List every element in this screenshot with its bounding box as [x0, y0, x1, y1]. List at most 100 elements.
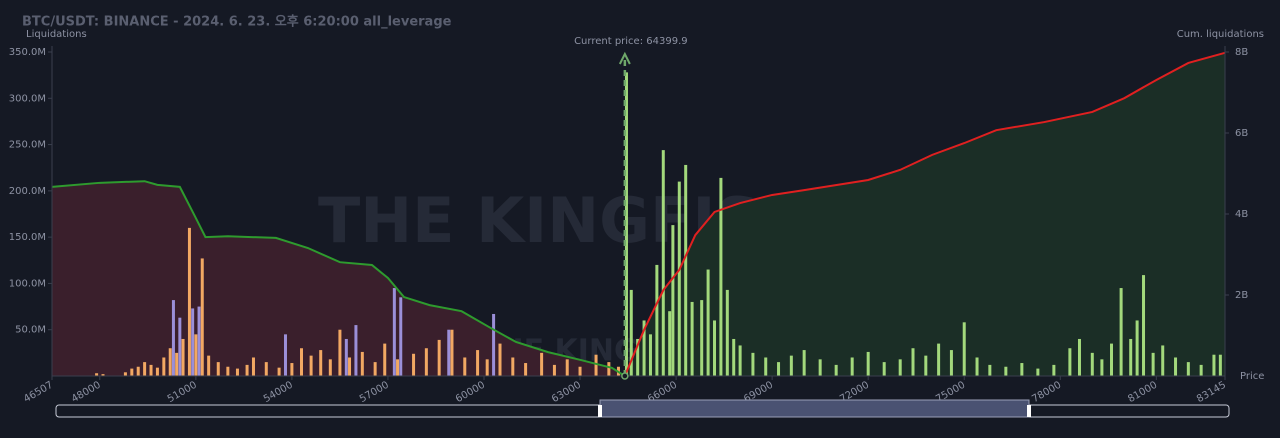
- bar: [181, 338, 185, 376]
- bar: [1004, 366, 1008, 376]
- bar: [732, 338, 736, 376]
- bar: [524, 363, 528, 376]
- bar: [348, 357, 352, 376]
- bar: [706, 269, 710, 376]
- bar: [178, 317, 182, 376]
- bar: [216, 362, 220, 376]
- bar: [1161, 345, 1165, 376]
- bar: [392, 288, 396, 376]
- bar: [636, 338, 640, 376]
- bar: [924, 355, 928, 376]
- bar: [655, 264, 659, 376]
- bar: [396, 359, 400, 376]
- bar: [700, 300, 704, 376]
- bar: [725, 289, 729, 376]
- bar: [668, 311, 672, 376]
- bar: [1218, 354, 1222, 376]
- x-tick-label: 81000: [1126, 380, 1159, 405]
- bar: [344, 338, 348, 376]
- bar: [818, 359, 822, 376]
- bar: [226, 366, 230, 376]
- bar: [450, 329, 454, 376]
- bar: [251, 357, 255, 376]
- x-tick-label: 60000: [454, 380, 487, 405]
- cum-area: [52, 181, 625, 376]
- bar: [661, 150, 665, 376]
- y2-tick-label: 8B: [1235, 47, 1248, 58]
- bar: [123, 372, 127, 376]
- bar: [975, 357, 979, 376]
- bar: [713, 320, 717, 376]
- scroll-handle[interactable]: [598, 405, 602, 417]
- y-tick-label: 300.0M: [9, 93, 46, 104]
- cum-area: [624, 52, 1225, 377]
- bar: [764, 357, 768, 376]
- current-price-label: Current price: 64399.9: [574, 36, 688, 47]
- bar: [485, 359, 489, 376]
- bar: [136, 366, 140, 376]
- bar: [1100, 359, 1104, 376]
- x-tick-label: 48000: [70, 380, 103, 405]
- y-tick-label: 100.0M: [9, 278, 46, 289]
- x-axis-label: Price: [1240, 371, 1264, 382]
- bar: [1077, 338, 1081, 376]
- x-tick-label: 57000: [358, 380, 391, 405]
- bar: [671, 225, 675, 376]
- bar: [1110, 343, 1114, 376]
- y-tick-label: 150.0M: [9, 232, 46, 243]
- bar: [319, 350, 323, 376]
- bar: [850, 357, 854, 376]
- scroll-handle[interactable]: [1027, 405, 1031, 417]
- bar: [373, 362, 377, 376]
- bar: [338, 329, 342, 376]
- bar: [447, 329, 451, 376]
- bar: [719, 177, 723, 376]
- bar: [235, 368, 239, 376]
- bar: [1151, 352, 1155, 376]
- bar: [738, 345, 742, 376]
- bar: [1186, 362, 1190, 376]
- y-tick-label: 250.0M: [9, 140, 46, 151]
- bar: [882, 362, 886, 376]
- bar: [642, 320, 646, 376]
- bar: [309, 355, 313, 376]
- bar: [149, 364, 153, 376]
- bar: [684, 164, 688, 376]
- bar: [1199, 364, 1203, 376]
- x-tick-label: 63000: [550, 380, 583, 405]
- bar: [412, 353, 416, 376]
- bar: [130, 368, 134, 376]
- bar: [175, 352, 179, 376]
- y2-axis-label: Cum. liquidations: [1177, 29, 1264, 40]
- bar: [328, 359, 332, 376]
- bar: [264, 362, 268, 376]
- bar: [690, 301, 694, 376]
- bar: [492, 313, 496, 376]
- y2-tick-label: 2B: [1235, 290, 1248, 301]
- bar: [476, 350, 480, 376]
- bar: [898, 359, 902, 376]
- x-tick-label: 78000: [1030, 380, 1063, 405]
- bar: [155, 367, 159, 376]
- bar: [540, 352, 544, 376]
- bar: [171, 300, 175, 376]
- scroll-window[interactable]: [599, 399, 1030, 418]
- bar: [360, 351, 364, 376]
- y-tick-label: 50.0M: [15, 325, 46, 336]
- bar: [290, 363, 294, 376]
- x-tick-label: 54000: [262, 380, 295, 405]
- bar: [168, 348, 172, 376]
- bar: [197, 306, 201, 376]
- bar: [677, 181, 681, 376]
- bar: [578, 366, 582, 376]
- x-tick-label: 51000: [166, 380, 199, 405]
- bar: [565, 359, 569, 376]
- current-price-dot: [621, 372, 629, 380]
- bar: [245, 364, 249, 376]
- cum-line: [51, 180, 626, 377]
- bar: [354, 325, 358, 376]
- bar: [789, 355, 793, 376]
- bar: [1135, 320, 1139, 376]
- bar: [866, 351, 870, 376]
